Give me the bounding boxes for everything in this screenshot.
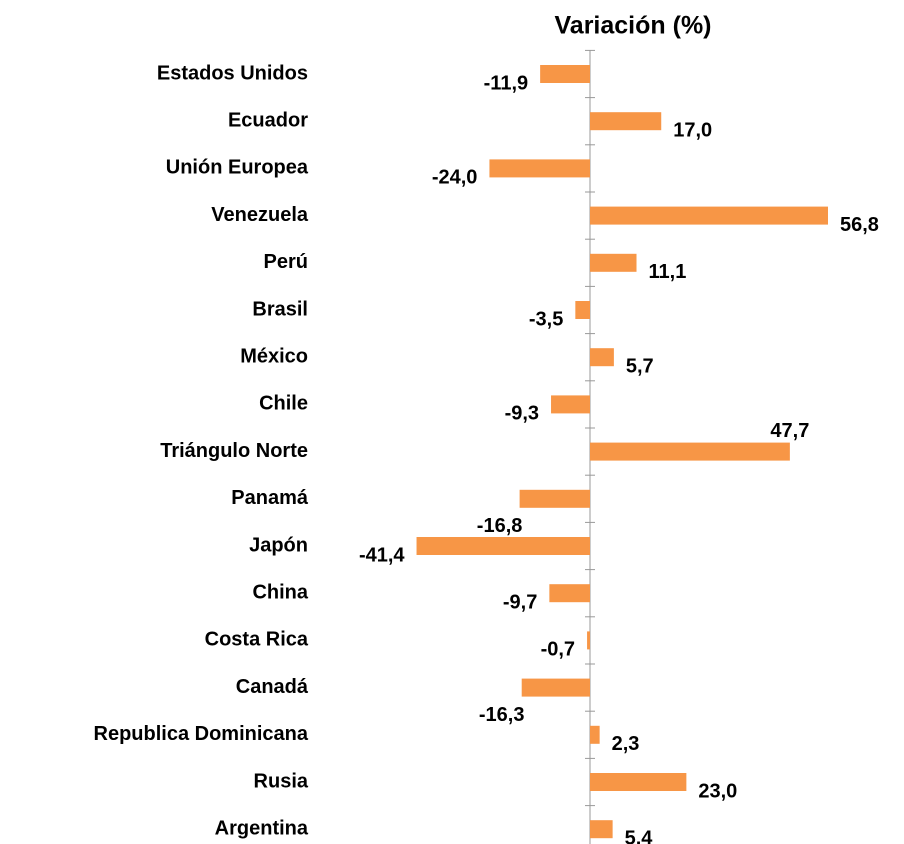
bar xyxy=(521,678,590,697)
category-label: Venezuela xyxy=(211,204,309,226)
category-label: Panamá xyxy=(231,487,309,509)
value-label: -3,5 xyxy=(529,308,563,330)
bar xyxy=(590,442,790,461)
value-label: 5,7 xyxy=(626,355,654,377)
chart-title: Variación (%) xyxy=(555,12,712,40)
value-label: 23,0 xyxy=(698,780,737,802)
bar xyxy=(590,112,662,131)
bar xyxy=(416,537,590,555)
category-label: Unión Europea xyxy=(166,157,309,179)
category-label: Rusia xyxy=(254,770,309,792)
bar xyxy=(590,725,600,744)
value-label: 11,1 xyxy=(649,261,687,283)
bar xyxy=(549,584,590,603)
bar xyxy=(575,301,590,319)
value-label: -9,3 xyxy=(505,403,539,425)
value-label: -41,4 xyxy=(359,544,405,566)
category-label: Republica Dominicana xyxy=(94,723,309,745)
bar xyxy=(519,489,590,508)
category-label: Chile xyxy=(259,393,308,415)
bar xyxy=(489,159,590,178)
bar xyxy=(590,206,828,225)
value-label: -11,9 xyxy=(484,72,528,94)
value-label: -9,7 xyxy=(503,591,537,613)
category-label: Argentina xyxy=(215,817,309,839)
bar xyxy=(590,820,613,839)
bar xyxy=(590,253,637,272)
value-label: -16,3 xyxy=(479,704,525,726)
value-label: 2,3 xyxy=(612,733,640,755)
bar xyxy=(590,773,687,791)
category-label: Perú xyxy=(264,251,308,273)
value-label: -16,8 xyxy=(477,515,523,537)
value-label: 5,4 xyxy=(625,827,654,844)
bar xyxy=(590,348,614,367)
category-label: Estados Unidos xyxy=(157,62,308,84)
category-label: Triángulo Norte xyxy=(160,440,308,462)
value-label: 56,8 xyxy=(840,214,879,236)
bar xyxy=(540,65,590,83)
category-label: México xyxy=(240,345,308,367)
value-label: -0,7 xyxy=(541,639,575,661)
bar xyxy=(551,395,590,414)
category-label: Ecuador xyxy=(228,109,308,131)
value-label: 47,7 xyxy=(770,420,809,442)
category-label: Brasil xyxy=(252,298,308,320)
value-label: -24,0 xyxy=(432,167,478,189)
value-label: 17,0 xyxy=(673,119,712,141)
category-label: Japón xyxy=(249,534,308,556)
bar xyxy=(587,631,590,650)
category-label: China xyxy=(252,581,308,603)
category-label: Costa Rica xyxy=(205,629,309,651)
category-label: Canadá xyxy=(236,676,309,698)
